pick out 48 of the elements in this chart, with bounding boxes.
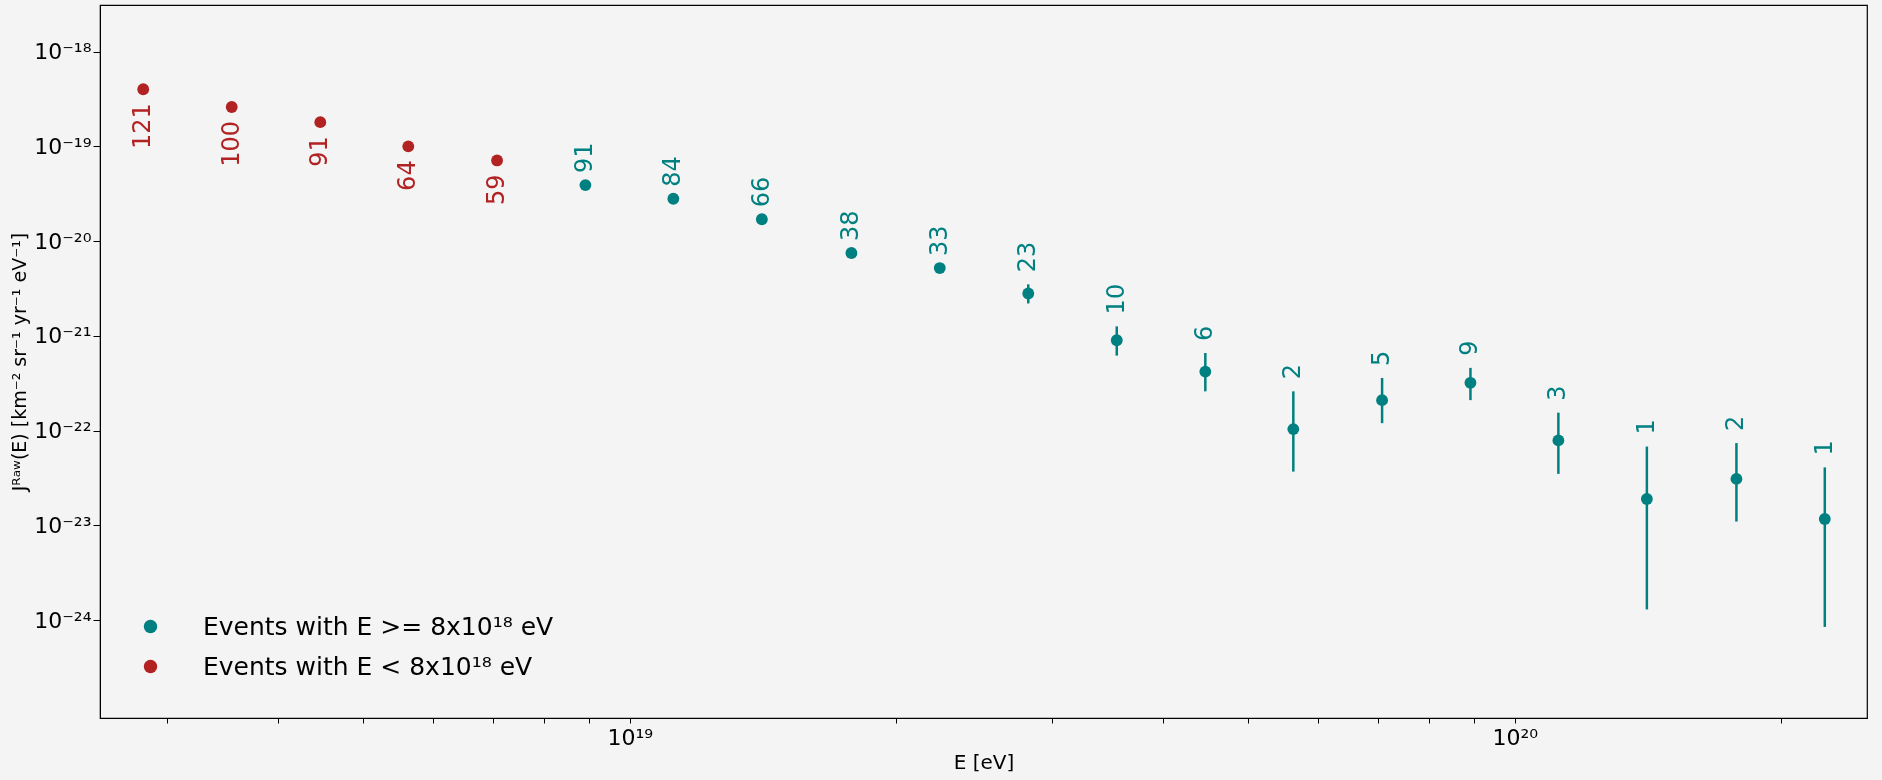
legend-label: Events with E < 8x10¹⁸ eV (203, 651, 533, 681)
x-axis-title: E [eV] (953, 749, 1015, 774)
y-tick-label: 10⁻²⁴ (34, 607, 92, 633)
annotation: 91 (570, 142, 599, 174)
point (845, 247, 858, 259)
annotation: 6 (1190, 325, 1219, 342)
annotation: 5 (1367, 350, 1396, 366)
annotation: 23 (1013, 241, 1042, 273)
x-tick-label: 10²⁰ (1492, 724, 1539, 750)
point (1022, 287, 1035, 300)
annotation: 2 (1721, 415, 1750, 432)
point (1376, 394, 1388, 407)
annotation: 66 (746, 176, 775, 208)
legend-label: Events with E >= 8x10¹⁸ eV (203, 611, 554, 641)
y-tick-label: 10⁻²⁰ (34, 228, 92, 254)
point (1199, 365, 1212, 378)
annotation: 91 (305, 136, 334, 167)
annotation: 38 (836, 210, 865, 241)
annotation: 59 (482, 174, 511, 205)
y-tick-label: 10⁻²² (34, 418, 92, 444)
annotation: 9 (1455, 340, 1484, 356)
annotation: 33 (924, 225, 953, 257)
point (1640, 493, 1653, 505)
point (1110, 334, 1123, 347)
annotation: 1 (1809, 440, 1838, 456)
annotation: 121 (128, 103, 157, 150)
point (1287, 423, 1300, 435)
x-tick-label: 10¹⁹ (607, 724, 654, 750)
annotation: 1 (1631, 419, 1660, 435)
point (579, 179, 592, 192)
annotation: 64 (393, 160, 422, 191)
y-axis-title: Jᴿᵃʷ(E) [km⁻² sr⁻¹ yr⁻¹ eV⁻¹] (8, 232, 31, 493)
point (755, 213, 768, 226)
annotation: 10 (1101, 283, 1130, 315)
annotation: 84 (658, 156, 687, 187)
point (1464, 376, 1477, 389)
point (933, 262, 946, 274)
annotation: 100 (216, 121, 245, 167)
annotation: 3 (1543, 385, 1572, 401)
y-tick-label: 10⁻¹⁸ (34, 39, 92, 65)
point (1730, 472, 1743, 485)
y-tick-label: 10⁻²¹ (34, 323, 92, 349)
annotation: 2 (1278, 364, 1307, 380)
point (667, 192, 680, 205)
point (1552, 434, 1565, 447)
y-tick-label: 10⁻¹⁹ (34, 133, 92, 159)
point (1818, 513, 1831, 525)
y-tick-label: 10⁻²³ (34, 512, 92, 538)
